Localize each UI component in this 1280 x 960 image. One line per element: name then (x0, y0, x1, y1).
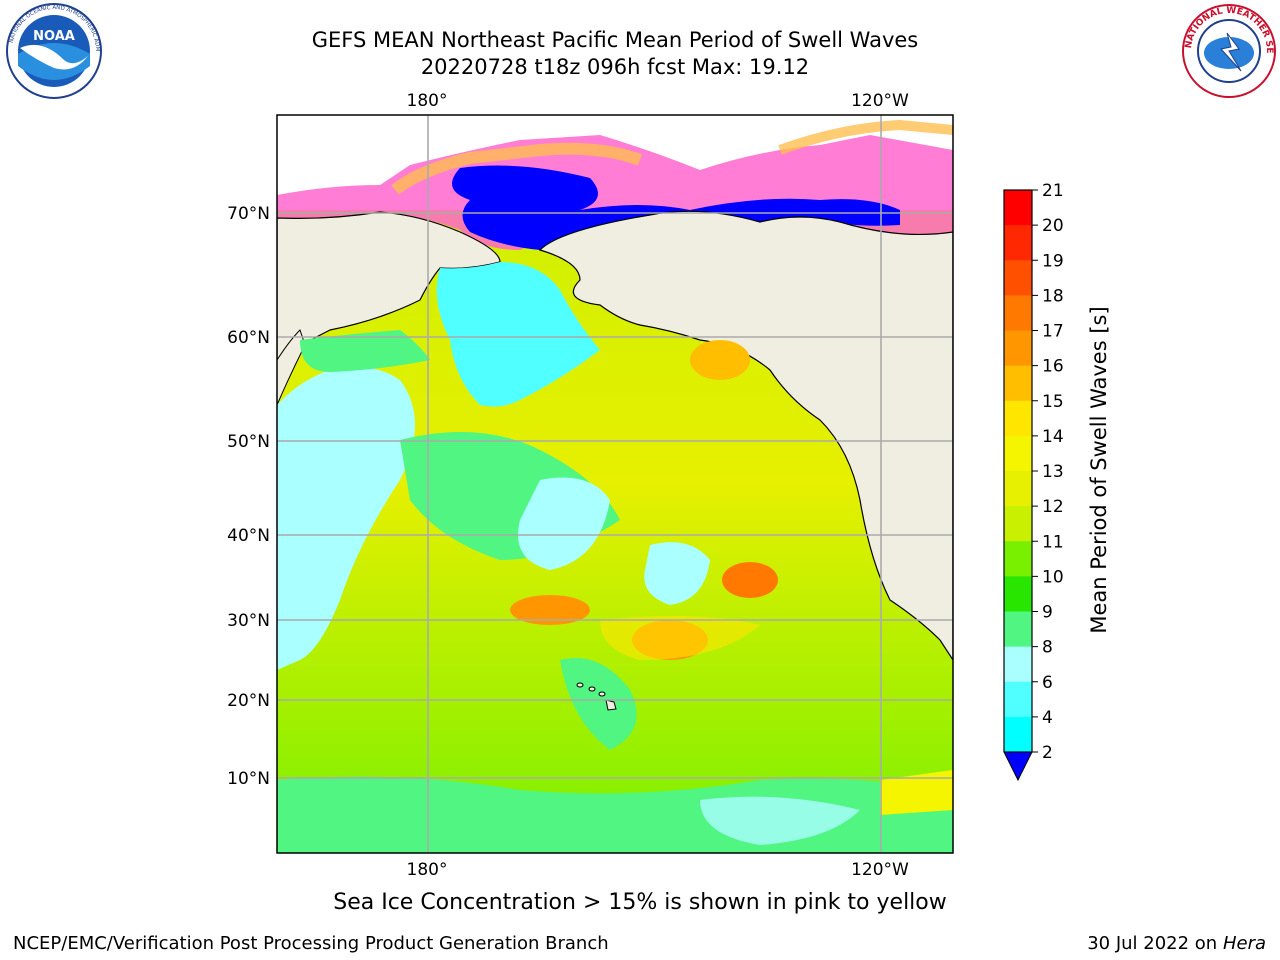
hawaii-islands (576, 682, 617, 711)
lon-label-bottom-180: 180° (407, 860, 448, 880)
nws-logo: NATIONAL WEATHER SERVICE (1178, 0, 1277, 103)
colorbar-tick-label: 11 (1042, 532, 1064, 552)
colorbar-tick-label: 9 (1042, 603, 1053, 623)
colorbar-tick-label: 17 (1042, 322, 1064, 342)
colorbar: 21 20 19 18 17 16 15 14 13 12 11 10 9 8 6 4 2 (1003, 181, 1064, 782)
lat-label-50n: 50°N (227, 432, 270, 452)
colorbar-tick-label: 18 (1042, 286, 1064, 306)
noaa-logo-text: NOAA (33, 29, 75, 44)
footer-branch: NCEP/EMC/Verification Post Processing Pr… (13, 933, 609, 954)
colorbar-swatch (1004, 576, 1032, 612)
cyan-pocket-2 (644, 542, 710, 605)
colorbar-swatch (1004, 295, 1032, 331)
colorbar-swatch (1004, 365, 1032, 402)
map-field (277, 115, 953, 853)
colorbar-tick-label: 6 (1042, 673, 1053, 693)
long-period-core-1 (722, 562, 778, 598)
colorbar-swatch (1004, 400, 1032, 437)
sea-ice-edge-north (391, 142, 643, 195)
footer-date-text: 30 Jul 2022 on (1087, 933, 1223, 954)
colorbar-tick-label: 8 (1042, 638, 1053, 658)
colorbar-swatch (1004, 716, 1032, 753)
colorbar-swatch (1004, 611, 1032, 648)
lon-label-bottom-120w: 120°W (851, 860, 909, 880)
colorbar-swatch (1004, 681, 1032, 718)
colorbar-tick-label: 13 (1042, 462, 1064, 482)
colorbar-tick-label: 12 (1042, 497, 1064, 517)
colorbar-tick-label: 16 (1042, 357, 1064, 377)
north-pacific-green (300, 330, 430, 372)
sea-ice-note: Sea Ice Concentration > 15% is shown in … (333, 890, 947, 915)
lat-label-20n: 20°N (227, 691, 270, 711)
graticule (277, 115, 953, 853)
colorbar-label: Mean Period of Swell Waves [s] (1087, 306, 1111, 633)
colorbar-swatch (1004, 435, 1032, 472)
southeast-yellow (880, 770, 953, 815)
lat-label-30n: 30°N (227, 611, 270, 631)
sea-ice-edge-east (778, 119, 953, 155)
lat-label-10n: 10°N (227, 769, 270, 789)
colorbar-swatch (1004, 471, 1032, 507)
colorbar-tick-label: 21 (1042, 181, 1064, 201)
colorbar-swatch (1004, 541, 1032, 577)
colorbar-tick-label: 4 (1042, 708, 1053, 728)
bering-sea-swell (436, 262, 600, 407)
lat-label-60n: 60°N (227, 328, 270, 348)
plot-title: GEFS MEAN Northeast Pacific Mean Period … (311, 28, 919, 52)
map-frame (276, 114, 954, 854)
lat-label-70n: 70°N (227, 204, 270, 224)
colorbar-tick-label: 20 (1042, 216, 1064, 236)
cyan-pocket-1 (518, 477, 610, 570)
colorbar-tick-label: 14 (1042, 427, 1064, 447)
noaa-logo: NOAA NATIONAL OCEANIC AND ATMOSPHERIC AD… (0, 0, 106, 104)
hawaii-green (560, 658, 637, 750)
lat-label-40n: 40°N (227, 526, 270, 546)
footer-machine: Hera (1222, 933, 1266, 954)
colorbar-swatch (1004, 225, 1032, 261)
colorbar-tick-label: 10 (1042, 567, 1064, 587)
colorbar-tick-label: 19 (1042, 251, 1064, 271)
gulf-alaska-swell (690, 340, 750, 380)
land-north-america (538, 210, 953, 662)
colorbar-swatch (1004, 330, 1032, 367)
colorbar-tick-label: 2 (1042, 743, 1053, 763)
colorbar-swatch (1004, 190, 1032, 226)
footer-date: 30 Jul 2022 on Hera (1087, 933, 1266, 954)
colorbar-swatch (1004, 646, 1032, 683)
colorbar-swatch (1004, 506, 1032, 542)
low-period-arctic (452, 165, 900, 250)
lon-label-top-120w: 120°W (851, 91, 909, 111)
colorbar-tick-label: 15 (1042, 392, 1064, 412)
colorbar-swatch (1004, 260, 1032, 296)
colorbar-extend-arrow (1003, 751, 1033, 782)
long-period-core-2 (510, 595, 590, 625)
west-pacific-swell (277, 366, 415, 670)
plot-subtitle: 20220728 t18z 096h fcst Max: 19.12 (420, 55, 810, 79)
lon-label-top-180: 180° (407, 91, 448, 111)
